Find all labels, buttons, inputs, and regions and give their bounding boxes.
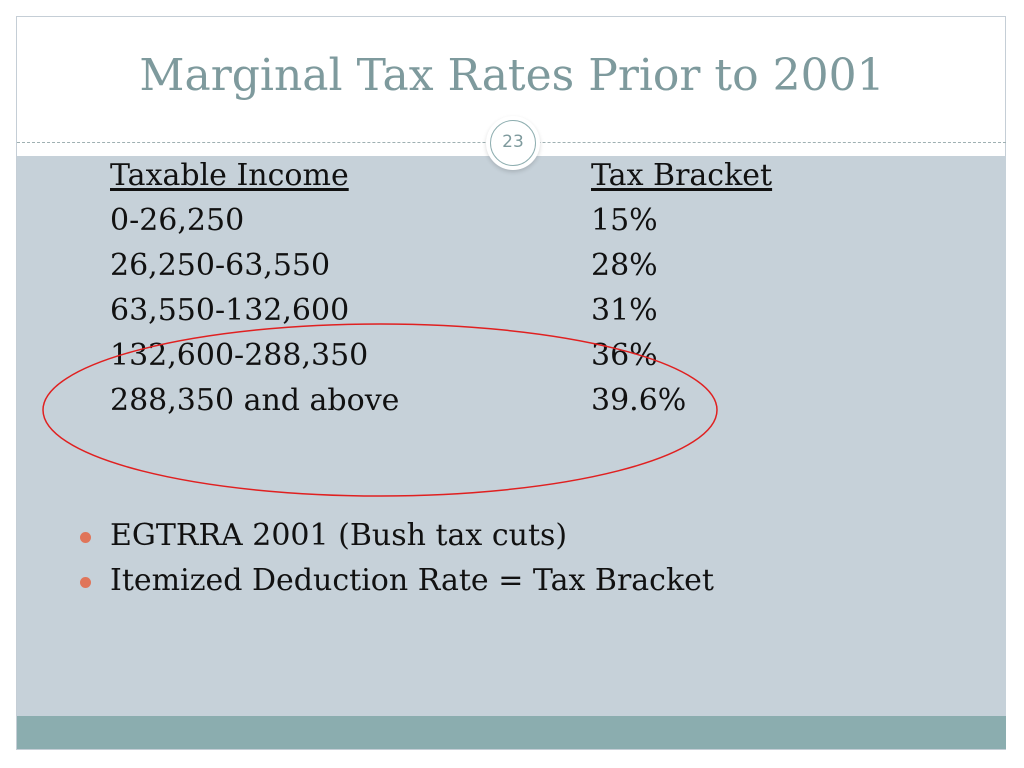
tax-bracket-cell: 36% [591,338,658,373]
slide-number: 23 [490,120,536,166]
bullet-text: EGTRRA 2001 (Bush tax cuts) [110,518,568,553]
content-background [17,156,1006,716]
highlight-ellipse [42,323,718,497]
bullet-text: Itemized Deduction Rate = Tax Bracket [110,563,714,598]
income-range-cell: 0-26,250 [110,203,245,238]
tax-bracket-cell: 31% [591,293,658,328]
bullet-dot-icon [80,532,91,543]
income-range-cell: 288,350 and above [110,383,400,418]
column-header-tax-bracket: Tax Bracket [591,158,773,193]
income-range-cell: 63,550-132,600 [110,293,350,328]
footer-bar [17,716,1006,749]
tax-bracket-cell: 15% [591,203,658,238]
bullet-dot-icon [80,577,91,588]
income-range-cell: 26,250-63,550 [110,248,331,283]
slide-number-badge: 23 [486,116,540,170]
slide-title: Marginal Tax Rates Prior to 2001 [139,50,885,101]
income-range-cell: 132,600-288,350 [110,338,369,373]
column-header-taxable-income: Taxable Income [110,158,349,193]
tax-bracket-cell: 28% [591,248,658,283]
tax-bracket-cell: 39.6% [591,383,687,418]
